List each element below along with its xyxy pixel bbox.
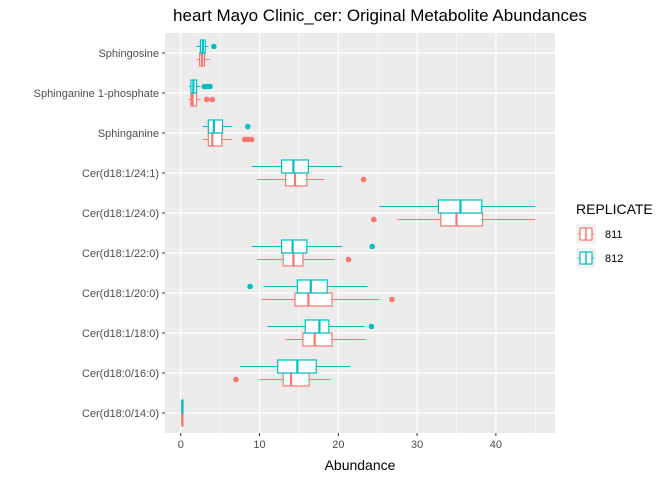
box-812 bbox=[202, 119, 251, 134]
box-iqr bbox=[302, 332, 333, 347]
y-tick-label: Sphinganine bbox=[98, 128, 159, 140]
x-tick-label: 30 bbox=[411, 439, 423, 451]
chart-title: heart Mayo Clinic_cer: Original Metaboli… bbox=[173, 6, 587, 25]
box-812 bbox=[251, 239, 376, 254]
box-812 bbox=[239, 359, 351, 374]
box-iqr bbox=[440, 212, 484, 227]
outlier-point bbox=[244, 136, 251, 143]
box-812 bbox=[251, 159, 343, 174]
box-iqr bbox=[284, 172, 308, 187]
legend-label-811: 811 bbox=[605, 229, 623, 241]
outlier-point bbox=[207, 83, 213, 90]
outlier-point bbox=[389, 296, 395, 303]
x-axis-title: Abundance bbox=[325, 457, 396, 473]
outlier-point bbox=[360, 176, 367, 183]
y-axis-ticks: Cer(d18:0/14:0) Cer(d18:0/16:0) Cer(d18:1/… bbox=[34, 48, 165, 420]
y-tick-label: Cer(d18:1/20:0) bbox=[82, 288, 159, 300]
box-iqr bbox=[207, 132, 223, 147]
outlier-point bbox=[368, 323, 375, 330]
box-iqr bbox=[304, 319, 330, 334]
outlier-point bbox=[233, 376, 239, 383]
box-iqr bbox=[282, 372, 310, 387]
box-812 bbox=[181, 399, 184, 414]
y-tick-label: Cer(d18:1/22:0) bbox=[82, 248, 159, 260]
x-tick-label: 20 bbox=[332, 439, 344, 451]
box-811 bbox=[285, 332, 366, 347]
outlier-point bbox=[369, 243, 376, 250]
box-811 bbox=[196, 52, 210, 67]
y-tick-label: Cer(d18:1/24:0) bbox=[82, 208, 159, 220]
box-811 bbox=[181, 412, 184, 427]
box-series bbox=[181, 39, 536, 427]
box-811 bbox=[188, 92, 216, 107]
y-tick-label: Sphingosine bbox=[98, 48, 159, 60]
outlier-point bbox=[244, 123, 251, 130]
legend-label-812: 812 bbox=[605, 253, 623, 265]
legend: REPLICATE 811 812 bbox=[576, 201, 653, 268]
box-iqr bbox=[207, 119, 224, 134]
outlier-point bbox=[203, 96, 210, 103]
box-iqr bbox=[281, 159, 309, 174]
outlier-point bbox=[211, 43, 217, 50]
legend-title: REPLICATE bbox=[576, 201, 653, 217]
box-812 bbox=[247, 279, 368, 294]
outlier-point bbox=[248, 136, 255, 143]
box-811 bbox=[202, 132, 255, 147]
outlier-point bbox=[247, 283, 253, 290]
grid-lines bbox=[165, 33, 555, 433]
box-iqr bbox=[296, 279, 328, 294]
x-tick-label: 40 bbox=[490, 439, 502, 451]
box-iqr bbox=[281, 239, 308, 254]
outlier-point bbox=[370, 216, 377, 223]
box-812 bbox=[196, 39, 217, 54]
y-tick-label: Sphinganine 1-phosphate bbox=[34, 88, 159, 100]
x-tick-label: 10 bbox=[253, 439, 265, 451]
y-tick-label: Cer(d18:1/18:0) bbox=[82, 328, 159, 340]
outlier-point bbox=[345, 256, 352, 263]
box-812 bbox=[379, 199, 536, 214]
box-iqr bbox=[294, 292, 333, 307]
box-812 bbox=[188, 79, 213, 94]
y-tick-label: Cer(d18:1/24:1) bbox=[82, 168, 159, 180]
box-812 bbox=[267, 319, 375, 334]
x-tick-label: 0 bbox=[178, 439, 184, 451]
x-axis-ticks: 0 10 20 30 40 bbox=[178, 433, 502, 451]
y-tick-label: Cer(d18:0/14:0) bbox=[82, 408, 159, 420]
outlier-point bbox=[209, 96, 216, 103]
y-tick-label: Cer(d18:0/16:0) bbox=[82, 368, 159, 380]
plot-panel bbox=[165, 33, 555, 433]
